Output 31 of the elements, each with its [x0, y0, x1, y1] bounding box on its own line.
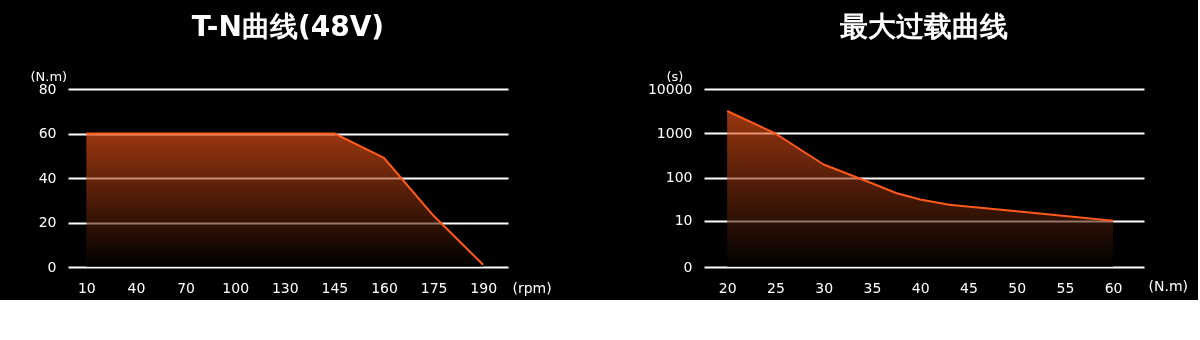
x-tick-label: 55	[1056, 279, 1075, 296]
y-axis-title: (s)	[666, 68, 684, 84]
y-tick-label: 0	[47, 258, 57, 275]
y-tick-label: 20	[38, 214, 57, 230]
x-tick-label: 70	[177, 279, 195, 296]
x-tick-label: 160	[371, 279, 398, 296]
chart-title: T-N曲线(48V)	[191, 10, 385, 43]
x-tick-label: 10	[77, 279, 96, 296]
x-tick-label: 175	[420, 279, 448, 296]
x-axis-title: (N.m)	[1148, 277, 1188, 294]
x-tick-label: 30	[815, 279, 834, 296]
x-tick-label: 20	[718, 279, 737, 296]
x-tick-label: 130	[271, 279, 299, 296]
x-tick-label: 145	[321, 279, 349, 296]
x-tick-label: 60	[1104, 279, 1123, 296]
y-tick-label: 60	[38, 125, 57, 141]
x-tick-label: 100	[222, 279, 250, 296]
x-tick-label: 40	[911, 279, 930, 296]
y-tick-label: 0	[683, 258, 693, 275]
y-tick-label: 1000	[656, 124, 693, 141]
x-tick-label: 190	[470, 279, 498, 296]
y-tick-label: 10	[674, 212, 693, 229]
x-tick-label: 45	[959, 279, 978, 296]
x-tick-label: 25	[766, 279, 785, 296]
x-axis-title: (rpm)	[512, 279, 552, 296]
x-tick-label: 50	[1008, 279, 1027, 296]
chart-title: 最大过载曲线	[839, 10, 1008, 43]
y-tick-label: 40	[38, 169, 57, 186]
x-tick-label: 40	[127, 279, 146, 296]
x-tick-label: 35	[863, 279, 882, 296]
y-tick-label: 100	[665, 169, 693, 186]
